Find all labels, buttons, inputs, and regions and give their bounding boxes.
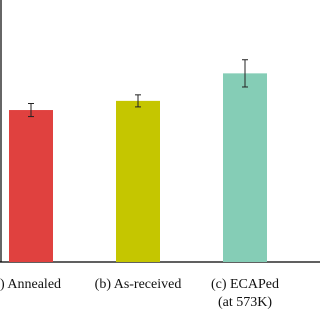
x-tick-label: (c) ECAPed [211,277,279,292]
x-tick-label: ) Annealed [0,277,61,292]
x-tick-label: (b) As-received [95,277,182,292]
bar [116,100,160,263]
bar [223,73,267,262]
x-tick-label: (at 573K) [218,295,272,310]
bar [9,110,53,262]
